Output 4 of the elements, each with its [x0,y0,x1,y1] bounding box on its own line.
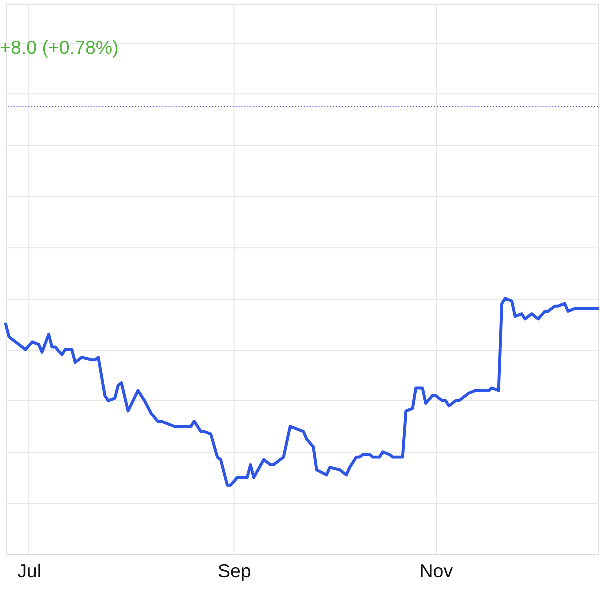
x-tick-label: Sep [218,560,252,582]
x-tick-label: Jul [18,560,42,582]
x-tick-label: Nov [420,560,454,582]
text: +8.0 (+0.78%) [0,37,119,58]
